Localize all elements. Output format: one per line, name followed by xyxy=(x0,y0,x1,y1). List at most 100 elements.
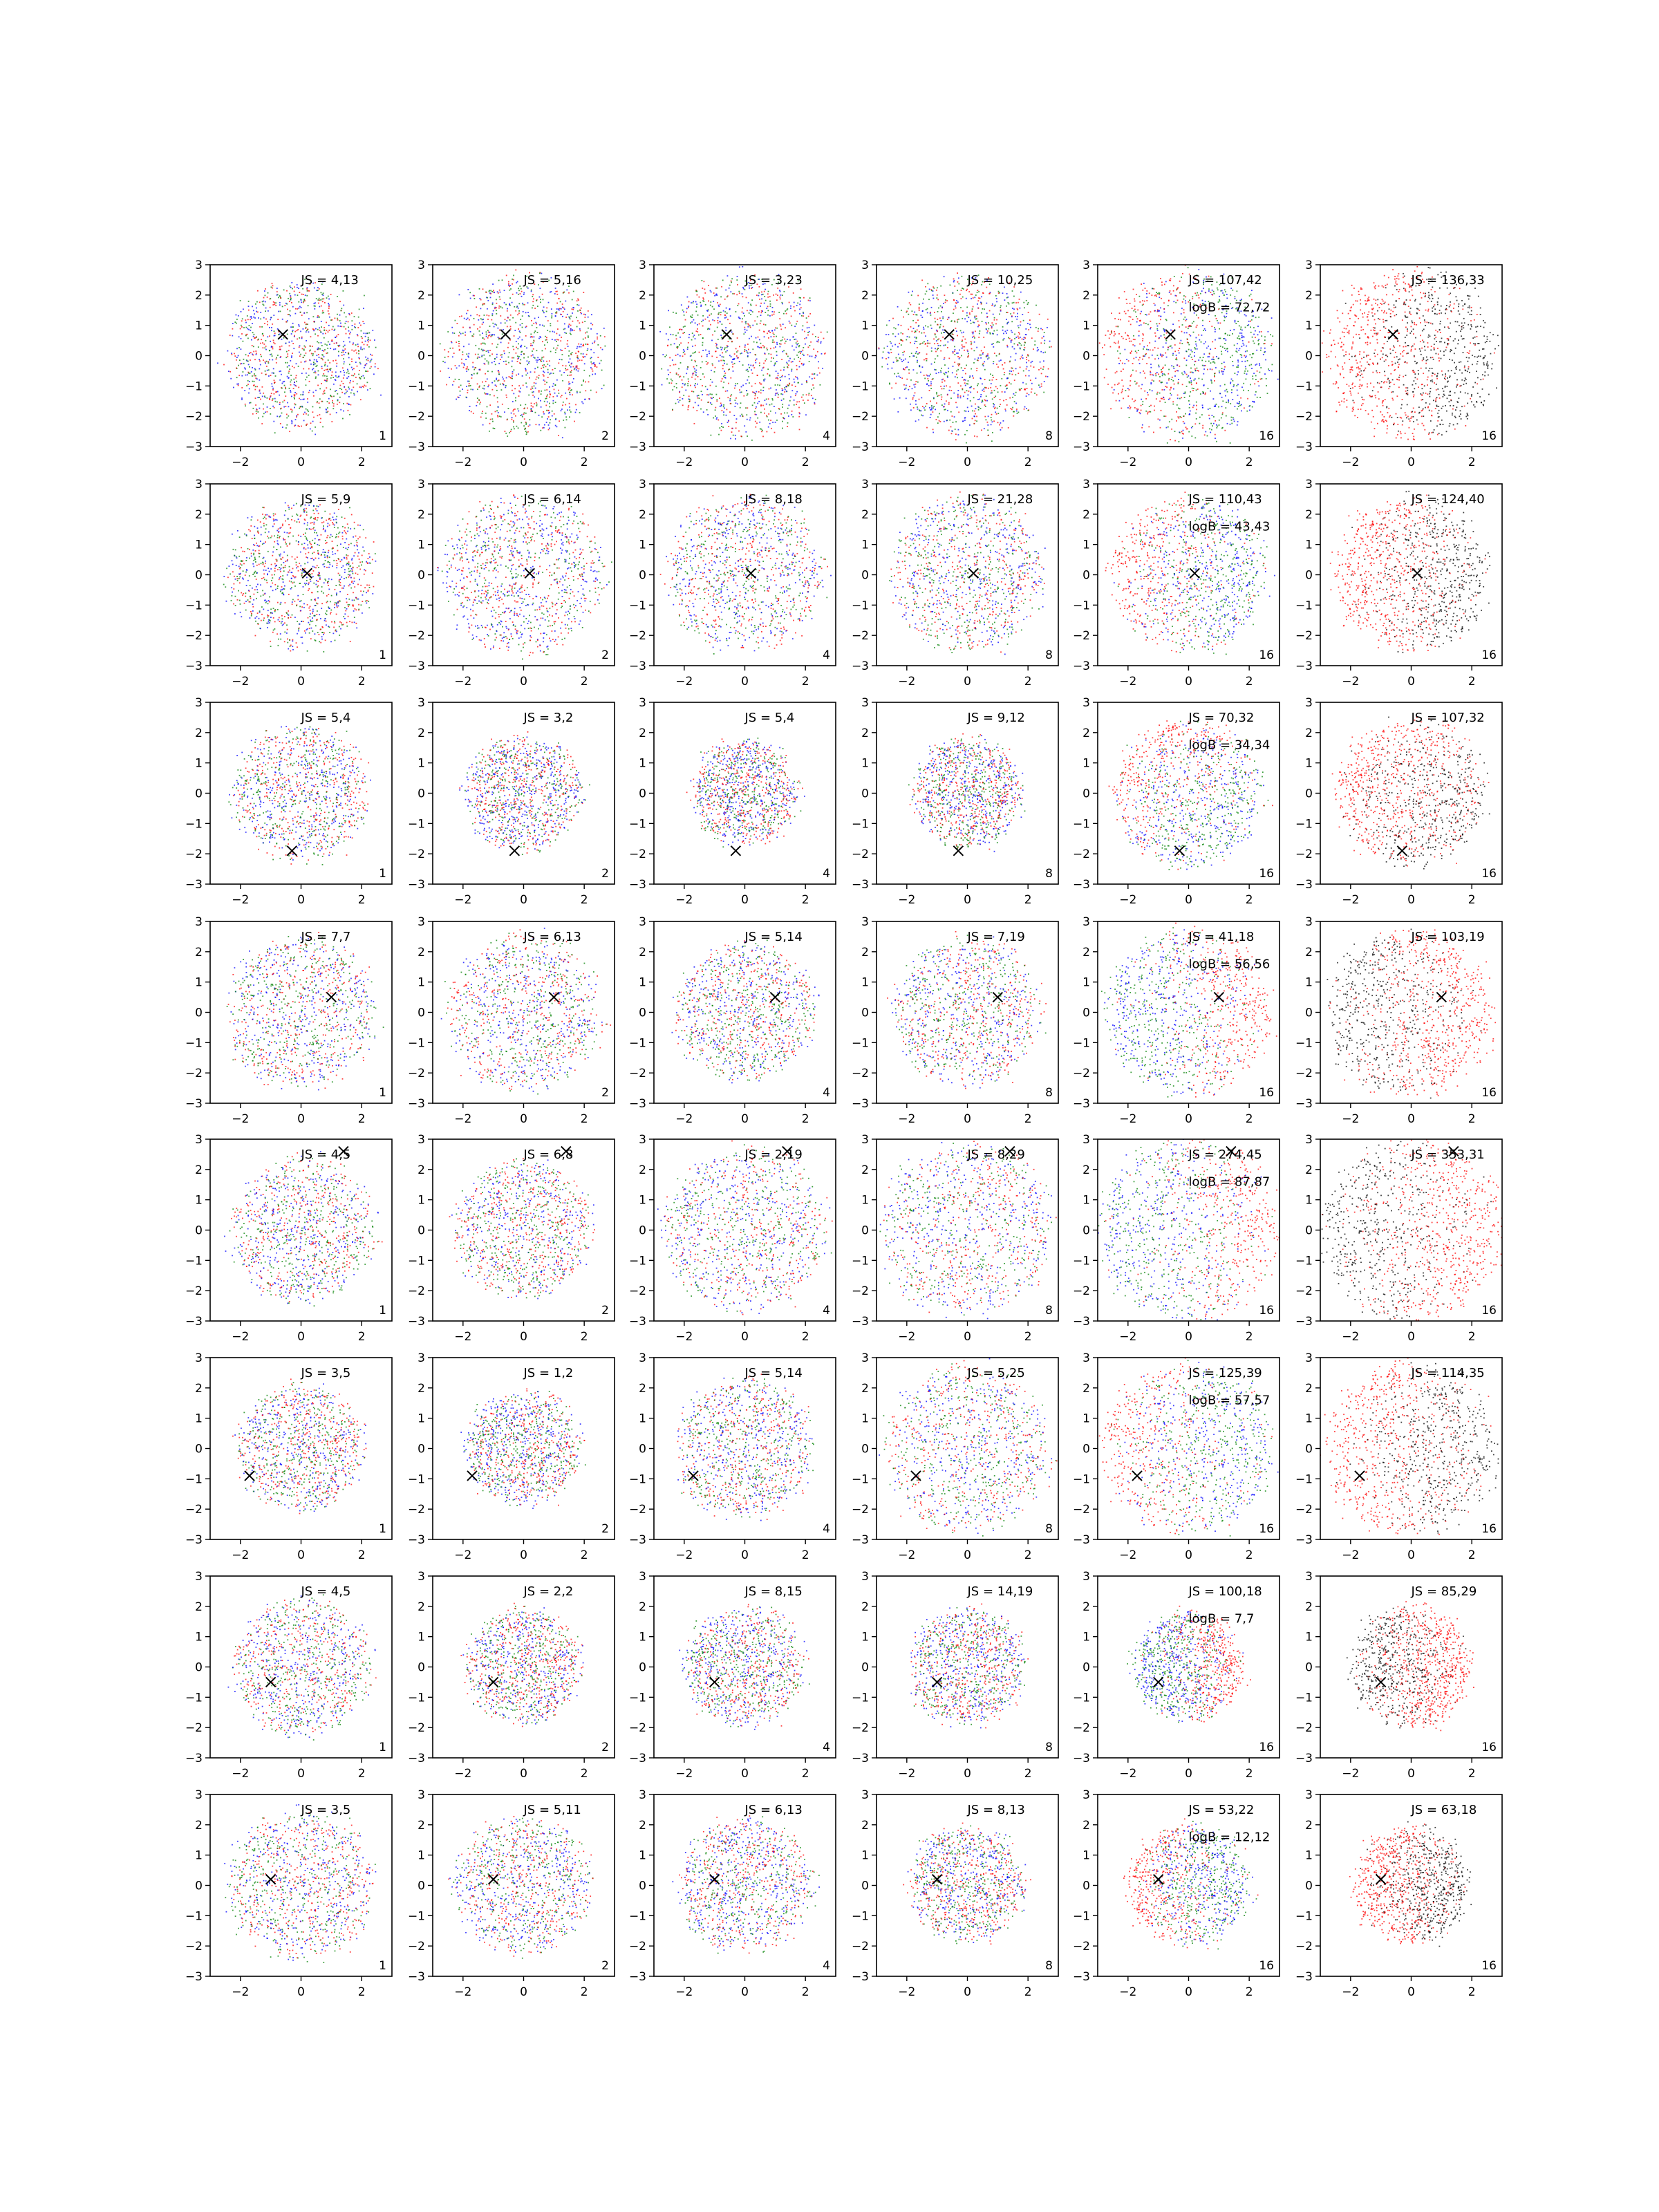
scatter-point xyxy=(1159,323,1161,325)
scatter-points xyxy=(659,265,828,441)
scatter-point xyxy=(261,423,263,424)
scatter-point xyxy=(754,274,756,276)
scatter-point xyxy=(489,297,491,299)
scatter-point xyxy=(1176,357,1177,359)
scatter-point xyxy=(569,391,570,393)
scatter-point xyxy=(733,357,735,359)
y-tick-label: 1 xyxy=(639,319,646,333)
scatter-point xyxy=(765,324,767,326)
scatter-point xyxy=(1043,391,1045,393)
scatter-point xyxy=(820,331,822,333)
scatter-point xyxy=(764,353,766,355)
scatter-point xyxy=(1026,362,1027,364)
scatter-point xyxy=(597,336,598,338)
scatter-point xyxy=(1010,383,1012,385)
scatter-point xyxy=(571,362,573,364)
scatter-point xyxy=(1023,348,1024,350)
scatter-point xyxy=(482,381,483,383)
scatter-point xyxy=(691,316,692,318)
scatter-point xyxy=(302,288,303,290)
scatter-point xyxy=(684,332,685,333)
scatter-point xyxy=(251,345,253,346)
scatter-point xyxy=(887,368,889,370)
scatter-point xyxy=(534,317,536,319)
scatter-point xyxy=(546,337,547,339)
scatter-point xyxy=(1151,390,1153,392)
scatter-point xyxy=(679,344,680,346)
scatter-point xyxy=(932,411,934,413)
scatter-point xyxy=(295,363,297,365)
scatter-point xyxy=(1010,356,1012,358)
scatter-point xyxy=(339,384,341,386)
scatter-point xyxy=(777,294,778,296)
scatter-point xyxy=(785,386,787,388)
scatter-point xyxy=(731,427,733,429)
scatter-point xyxy=(496,379,498,381)
scatter-point xyxy=(352,368,353,371)
scatter-point xyxy=(503,380,505,382)
scatter-point xyxy=(297,425,299,427)
scatter-point xyxy=(1025,383,1027,385)
scatter-point xyxy=(779,290,781,292)
scatter-point xyxy=(954,285,956,287)
scatter-point xyxy=(299,351,300,353)
scatter-point xyxy=(536,332,538,333)
scatter-point xyxy=(504,319,506,321)
scatter-point xyxy=(764,378,766,380)
scatter-point xyxy=(550,276,552,279)
scatter-point xyxy=(724,315,727,316)
scatter-point xyxy=(341,367,344,369)
scatter-point xyxy=(903,316,904,318)
scatter-point xyxy=(931,290,932,292)
scatter-point xyxy=(322,281,324,283)
scatter-point xyxy=(906,311,908,313)
scatter-point xyxy=(485,418,487,419)
scatter-point xyxy=(289,368,291,371)
scatter-point xyxy=(570,330,572,332)
scatter-point xyxy=(1150,411,1152,413)
scatter-point xyxy=(973,362,975,364)
scatter-point xyxy=(914,336,916,338)
scatter-point xyxy=(1241,299,1242,300)
scatter-point xyxy=(527,431,529,433)
scatter-point xyxy=(800,288,802,290)
scatter-point xyxy=(910,303,912,306)
scatter-point xyxy=(535,402,537,404)
scatter-point xyxy=(512,346,514,348)
scatter-point xyxy=(908,388,910,391)
scatter-point xyxy=(797,378,798,379)
scatter-point xyxy=(514,428,515,430)
scatter-point xyxy=(288,371,290,373)
scatter-point xyxy=(264,301,266,303)
scatter-point xyxy=(1000,385,1002,386)
scatter-point xyxy=(714,294,715,297)
scatter-point xyxy=(727,422,729,423)
scatter-point xyxy=(1221,406,1223,408)
scatter-point xyxy=(985,395,987,397)
scatter-point xyxy=(749,287,750,289)
scatter-point xyxy=(314,371,316,373)
scatter-point xyxy=(528,361,530,362)
scatter-point xyxy=(299,337,301,339)
scatter-point xyxy=(285,388,287,390)
scatter-point xyxy=(695,372,697,374)
scatter-point xyxy=(690,315,691,317)
scatter-point xyxy=(720,404,722,406)
scatter-point xyxy=(932,286,934,288)
scatter-point xyxy=(930,388,932,389)
scatter-point xyxy=(957,352,959,354)
scatter-point xyxy=(483,362,485,364)
scatter-point xyxy=(359,358,360,359)
scatter-point xyxy=(1028,375,1030,377)
scatter-point xyxy=(357,316,359,318)
scatter-point xyxy=(775,293,777,295)
scatter-point xyxy=(254,397,256,399)
scatter-point xyxy=(1022,319,1024,321)
scatter-point xyxy=(809,297,811,299)
scatter-point xyxy=(289,285,291,287)
scatter-point xyxy=(940,394,942,396)
scatter-point xyxy=(797,280,799,282)
scatter-point xyxy=(272,368,274,370)
scatter-point xyxy=(670,378,672,380)
scatter-point xyxy=(470,411,472,413)
